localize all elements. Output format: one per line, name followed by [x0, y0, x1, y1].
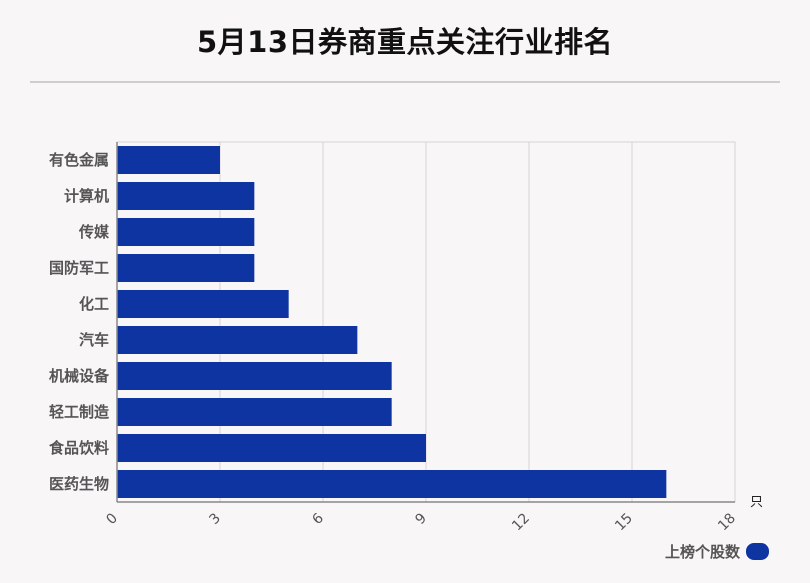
- bar: [117, 434, 426, 462]
- category-label: 化工: [79, 295, 109, 313]
- x-axis-label: 只: [750, 495, 763, 510]
- bar: [117, 182, 255, 210]
- x-tick-label: 6: [309, 510, 327, 528]
- category-label: 国防军工: [49, 259, 109, 277]
- legend-swatch: [746, 543, 769, 560]
- category-label: 轻工制造: [49, 403, 109, 421]
- title-divider: [30, 81, 780, 83]
- x-tick-label: 15: [612, 510, 636, 534]
- legend: 上榜个股数: [665, 541, 769, 562]
- category-label: 机械设备: [49, 367, 110, 385]
- chart-title: 5月13日券商重点关注行业排名: [196, 25, 614, 59]
- bar: [117, 326, 358, 354]
- bar: [117, 146, 220, 174]
- category-label: 有色金属: [49, 151, 109, 169]
- x-tick-label: 9: [412, 510, 430, 528]
- bar: [117, 470, 667, 498]
- x-tick-label: 3: [206, 510, 224, 528]
- bar: [117, 398, 392, 426]
- bar: [117, 290, 289, 318]
- category-label: 计算机: [64, 187, 109, 205]
- category-label: 汽车: [79, 331, 109, 349]
- x-tick-label: 18: [715, 510, 739, 534]
- category-label: 食品饮料: [49, 439, 109, 457]
- x-tick-label: 0: [103, 510, 121, 528]
- x-tick-label: 12: [509, 510, 533, 534]
- category-label: 传媒: [78, 223, 110, 241]
- bar: [117, 362, 392, 390]
- category-label: 医药生物: [49, 475, 109, 493]
- legend-label: 上榜个股数: [664, 543, 740, 561]
- bar: [117, 254, 255, 282]
- bar: [117, 218, 255, 246]
